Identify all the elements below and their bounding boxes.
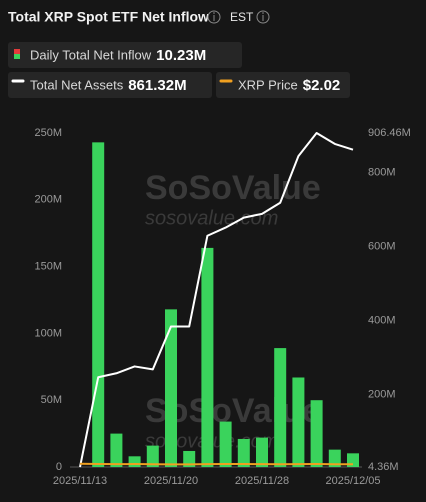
x-tick-label: 2025/11/28 (235, 475, 289, 487)
y2-tick-label: 600M (368, 240, 396, 252)
bar (110, 433, 123, 467)
y-tick-label: 100M (34, 327, 62, 339)
y-tick-label: 150M (34, 261, 62, 273)
y2-tick-label: 906.46M (368, 127, 411, 139)
legend-box (216, 72, 350, 98)
bar (256, 437, 268, 467)
legend-box (8, 72, 212, 98)
bar (274, 348, 287, 467)
bar (237, 438, 250, 467)
y-tick-label: 0 (56, 461, 62, 473)
bar (92, 142, 105, 468)
timezone: EST (230, 10, 254, 24)
legend-box (8, 42, 242, 68)
legend-label: Daily Total Net Inflow (30, 47, 152, 62)
info-icon[interactable] (207, 10, 221, 24)
legend-value: 861.32M (128, 77, 186, 94)
legend-value: $2.02 (303, 77, 341, 94)
info-icon[interactable] (256, 10, 270, 24)
legend-value: 10.23M (156, 47, 206, 64)
bar (310, 400, 323, 467)
line (79, 132, 354, 468)
chart-title: Total XRP Spot ETF Net Inflow (8, 9, 209, 25)
bar (183, 450, 196, 467)
x-tick-label: 2025/12/05 (325, 475, 380, 487)
x-tick-label: 2025/11/13 (53, 475, 107, 487)
bar (328, 449, 341, 467)
legend-label: XRP Price (238, 77, 298, 92)
watermark-brand: SoSoValue (145, 169, 321, 207)
line (79, 462, 354, 466)
bar (128, 456, 141, 467)
legend-label: Total Net Assets (30, 77, 124, 92)
bar (201, 247, 214, 467)
y2-tick-label: 4.36M (368, 461, 399, 473)
legend-swatch (14, 54, 20, 59)
bar (219, 421, 232, 467)
bar (292, 377, 305, 467)
y-tick-label: 50M (41, 394, 62, 406)
legend-swatch (14, 49, 20, 54)
bar (146, 445, 159, 467)
y2-tick-label: 400M (368, 314, 396, 326)
x-tick-label: 2025/11/20 (144, 475, 198, 487)
y2-tick-label: 800M (368, 166, 396, 178)
y-tick-label: 250M (34, 127, 62, 139)
bar (165, 309, 177, 467)
y-tick-label: 200M (34, 194, 62, 206)
y2-tick-label: 200M (368, 388, 396, 400)
watermark-url: sosovalue.com (145, 207, 278, 229)
